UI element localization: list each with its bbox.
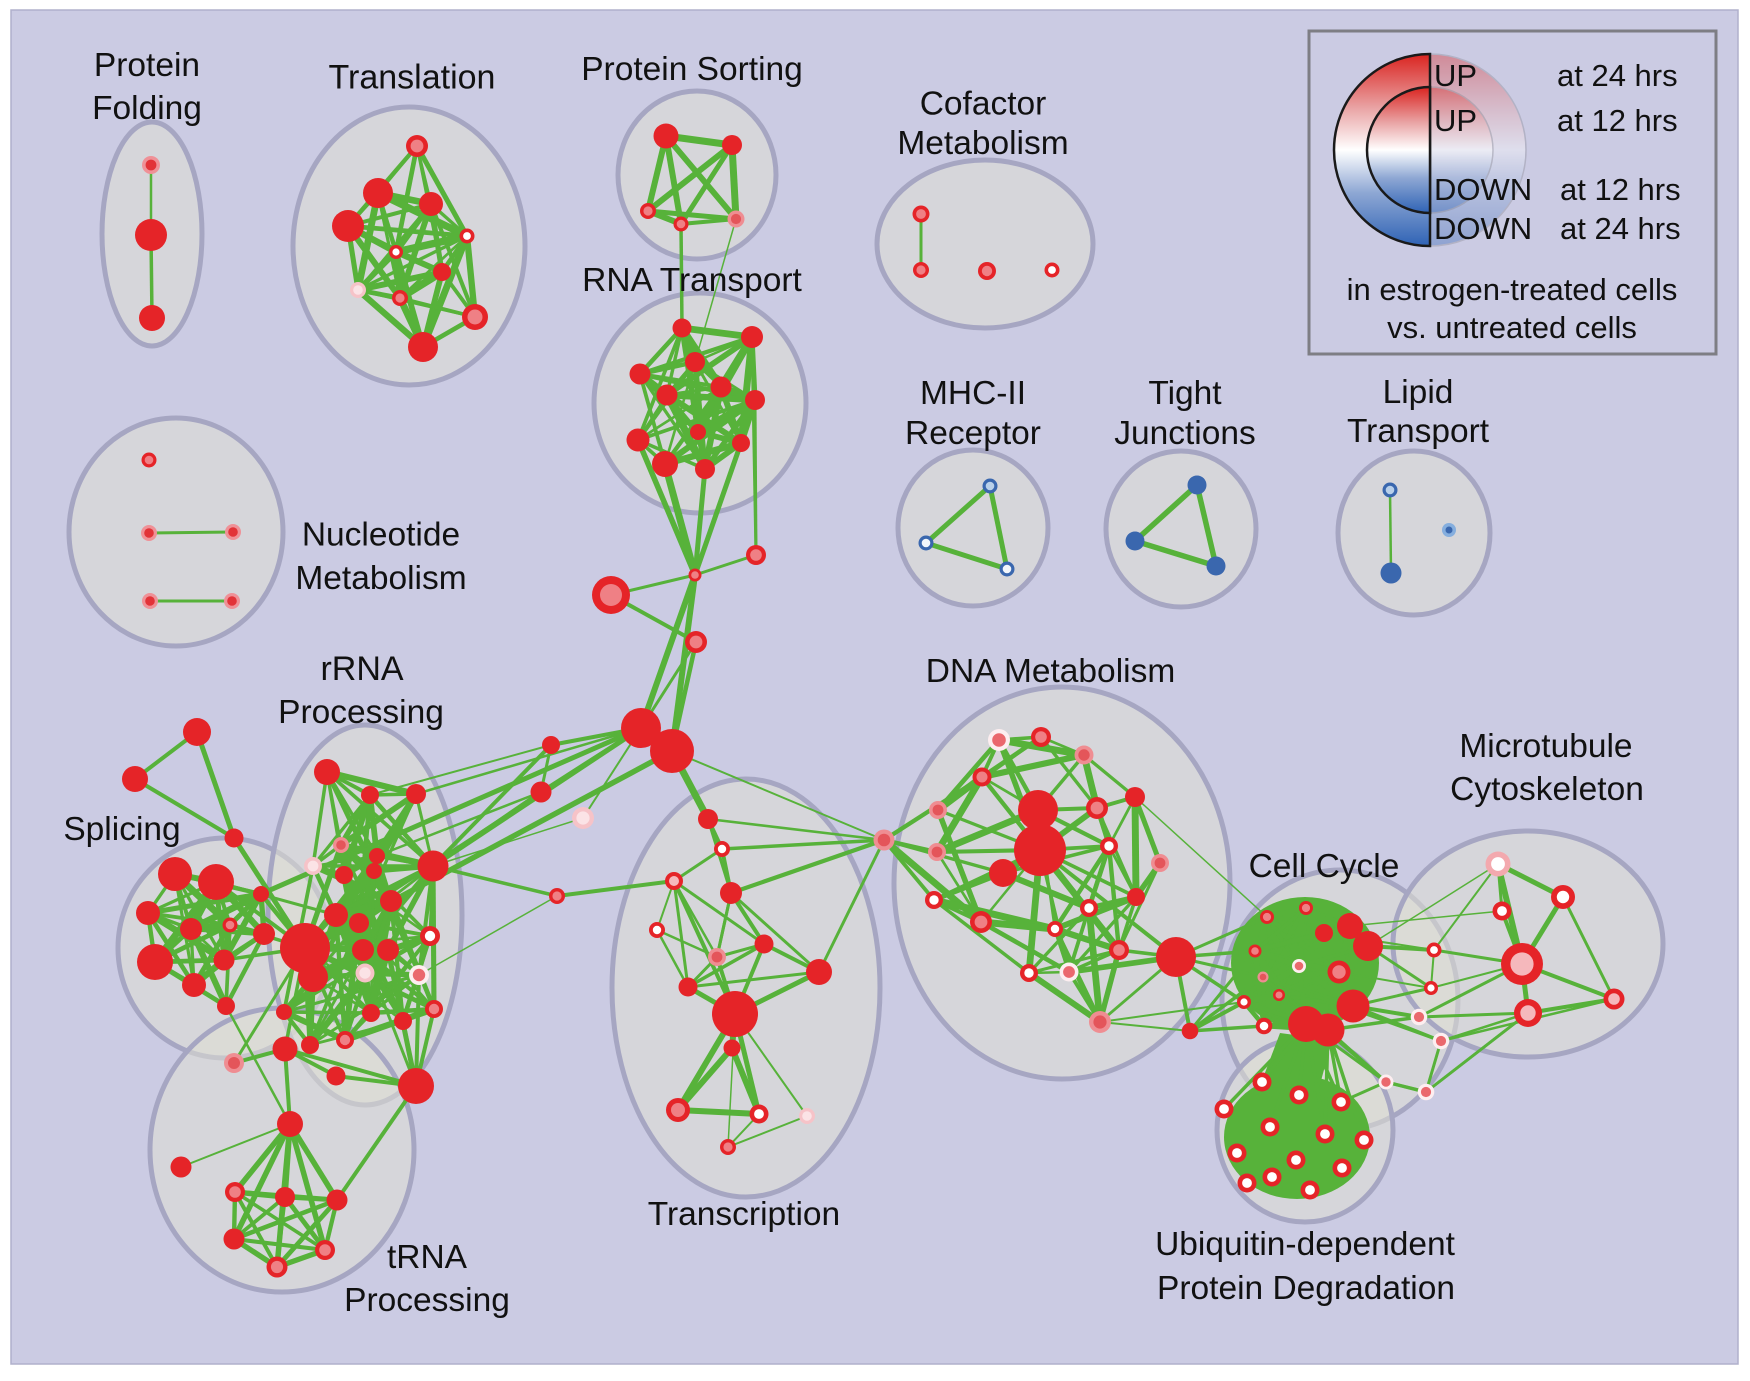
svg-text:Folding: Folding bbox=[92, 90, 202, 127]
svg-text:at 12 hrs: at 12 hrs bbox=[1557, 103, 1678, 138]
svg-text:UP: UP bbox=[1434, 103, 1477, 138]
svg-text:Microtubule: Microtubule bbox=[1459, 728, 1632, 765]
svg-text:UP: UP bbox=[1434, 58, 1477, 93]
svg-text:Lipid: Lipid bbox=[1383, 374, 1454, 411]
svg-text:rRNA: rRNA bbox=[320, 650, 403, 688]
svg-text:at 24 hrs: at 24 hrs bbox=[1560, 211, 1681, 246]
svg-text:DOWN: DOWN bbox=[1434, 172, 1532, 207]
svg-text:Protein: Protein bbox=[94, 47, 200, 84]
svg-text:vs. untreated cells: vs. untreated cells bbox=[1387, 310, 1637, 345]
svg-text:RNA Transport: RNA Transport bbox=[582, 262, 802, 299]
svg-text:Processing: Processing bbox=[278, 694, 444, 731]
svg-text:Ubiquitin-dependent: Ubiquitin-dependent bbox=[1155, 1226, 1456, 1263]
svg-text:Splicing: Splicing bbox=[63, 811, 180, 848]
svg-text:DOWN: DOWN bbox=[1434, 211, 1532, 246]
svg-text:Protein Degradation: Protein Degradation bbox=[1157, 1270, 1455, 1307]
svg-text:Metabolism: Metabolism bbox=[295, 560, 466, 597]
svg-text:at 12 hrs: at 12 hrs bbox=[1560, 172, 1681, 207]
svg-text:Translation: Translation bbox=[329, 59, 496, 97]
svg-text:Tight: Tight bbox=[1148, 375, 1222, 412]
svg-text:Cell Cycle: Cell Cycle bbox=[1249, 848, 1400, 885]
svg-text:Transport: Transport bbox=[1347, 413, 1490, 450]
svg-text:Nucleotide: Nucleotide bbox=[302, 517, 460, 554]
svg-text:MHC-II: MHC-II bbox=[920, 375, 1026, 412]
svg-text:in estrogen-treated cells: in estrogen-treated cells bbox=[1347, 272, 1678, 307]
svg-text:DNA Metabolism: DNA Metabolism bbox=[926, 653, 1175, 690]
svg-text:tRNA: tRNA bbox=[387, 1239, 468, 1276]
svg-text:Junctions: Junctions bbox=[1114, 415, 1256, 452]
svg-text:Metabolism: Metabolism bbox=[897, 125, 1068, 162]
svg-text:Cofactor: Cofactor bbox=[920, 86, 1047, 123]
svg-text:Cytoskeleton: Cytoskeleton bbox=[1450, 771, 1644, 808]
svg-text:Receptor: Receptor bbox=[905, 415, 1041, 452]
svg-text:at 24 hrs: at 24 hrs bbox=[1557, 58, 1678, 93]
svg-text:Transcription: Transcription bbox=[648, 1196, 840, 1233]
svg-text:Processing: Processing bbox=[344, 1282, 510, 1319]
svg-text:Protein Sorting: Protein Sorting bbox=[581, 51, 803, 88]
